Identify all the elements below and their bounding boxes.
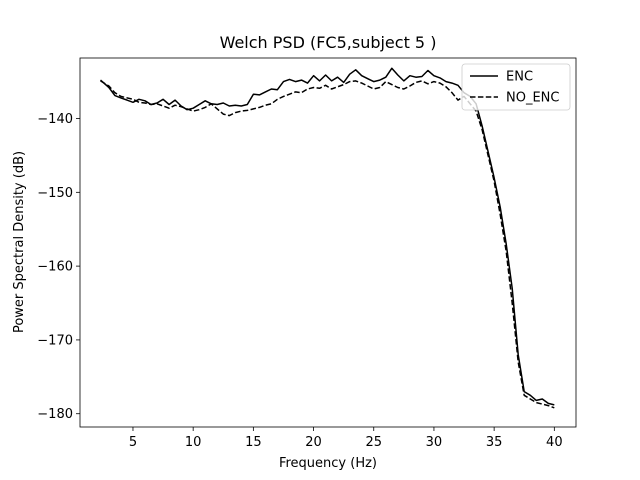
legend: ENC NO_ENC	[461, 63, 571, 111]
y-axis-title: Power Spectral Density (dB)	[12, 151, 27, 333]
series-line-no-enc	[100, 80, 555, 409]
y-tick-label: −160	[37, 260, 73, 275]
x-tick-label: 20	[305, 435, 322, 450]
x-tick-label: 25	[365, 435, 382, 450]
legend-label-enc: ENC	[506, 70, 533, 85]
y-tick-label: −170	[37, 333, 73, 348]
y-tick-label: −150	[37, 186, 73, 201]
legend-label-no-enc: NO_ENC	[506, 91, 559, 106]
axes-frame	[79, 57, 577, 428]
x-axis-title: Frequency (Hz)	[279, 456, 377, 471]
x-tick-label: 30	[426, 435, 443, 450]
x-tick-label: 5	[129, 435, 137, 450]
chart-title: Welch PSD (FC5,subject 5 )	[220, 33, 437, 52]
x-tick-label: 40	[546, 435, 563, 450]
y-tick-label: −140	[37, 112, 73, 127]
plot-area: 5 10 15 20 25 30 35 40 −140 −150 −160 −170 −180	[37, 57, 577, 450]
y-tick-label: −180	[37, 407, 73, 422]
x-tick-label: 35	[486, 435, 503, 450]
x-tick-label: 10	[185, 435, 202, 450]
x-tick-label: 15	[245, 435, 262, 450]
